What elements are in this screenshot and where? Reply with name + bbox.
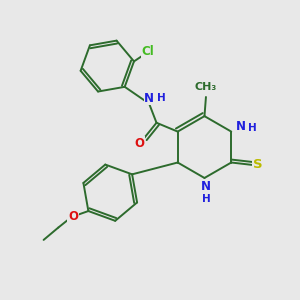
Text: CH₃: CH₃ — [195, 82, 217, 92]
Text: O: O — [68, 210, 78, 223]
Text: H: H — [248, 123, 257, 133]
Text: S: S — [253, 158, 262, 171]
Text: N: N — [144, 92, 154, 105]
Text: Cl: Cl — [142, 46, 154, 59]
Text: N: N — [236, 120, 246, 133]
Text: N: N — [201, 180, 211, 193]
Text: H: H — [202, 194, 210, 204]
Text: O: O — [135, 137, 145, 150]
Text: H: H — [158, 93, 166, 103]
